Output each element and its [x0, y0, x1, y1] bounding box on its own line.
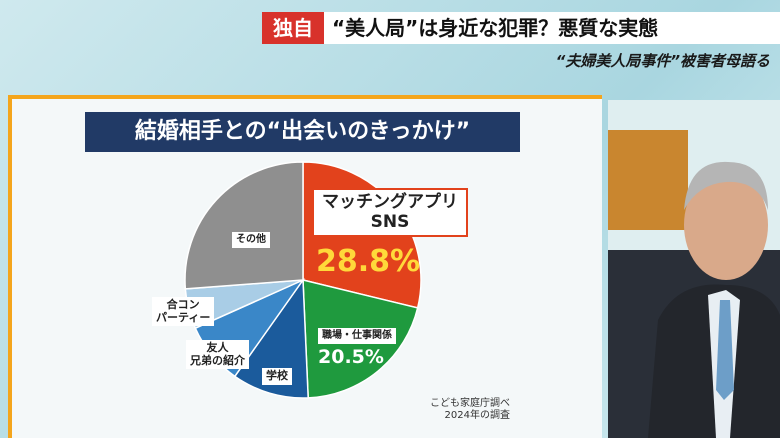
pie-chart	[184, 161, 422, 399]
slice-label: 学校	[262, 368, 292, 385]
headline: “美人局”は身近な犯罪？悪質な実態	[324, 12, 780, 44]
slice-label: マッチングアプリ SNS	[312, 188, 468, 238]
slice-label: 職場・仕事関係	[318, 328, 396, 344]
source: こども家庭庁調べ 2024年の調査	[430, 398, 510, 421]
pie-slice	[184, 161, 304, 290]
subheadline: “夫婦美人局事件”被害者母語る	[555, 52, 770, 70]
tag: 独自	[262, 12, 324, 44]
slice-label: 友人 兄弟の紹介	[186, 340, 249, 370]
value-label: 20.5%	[318, 346, 384, 368]
slice-label: 合コン パーティー	[152, 297, 215, 327]
value-label: 28.8%	[316, 244, 421, 279]
studio-photo	[608, 100, 780, 438]
slice-label: その他	[232, 232, 270, 248]
chart-title: 結婚相手との“出会いのきっかけ”	[85, 112, 520, 152]
